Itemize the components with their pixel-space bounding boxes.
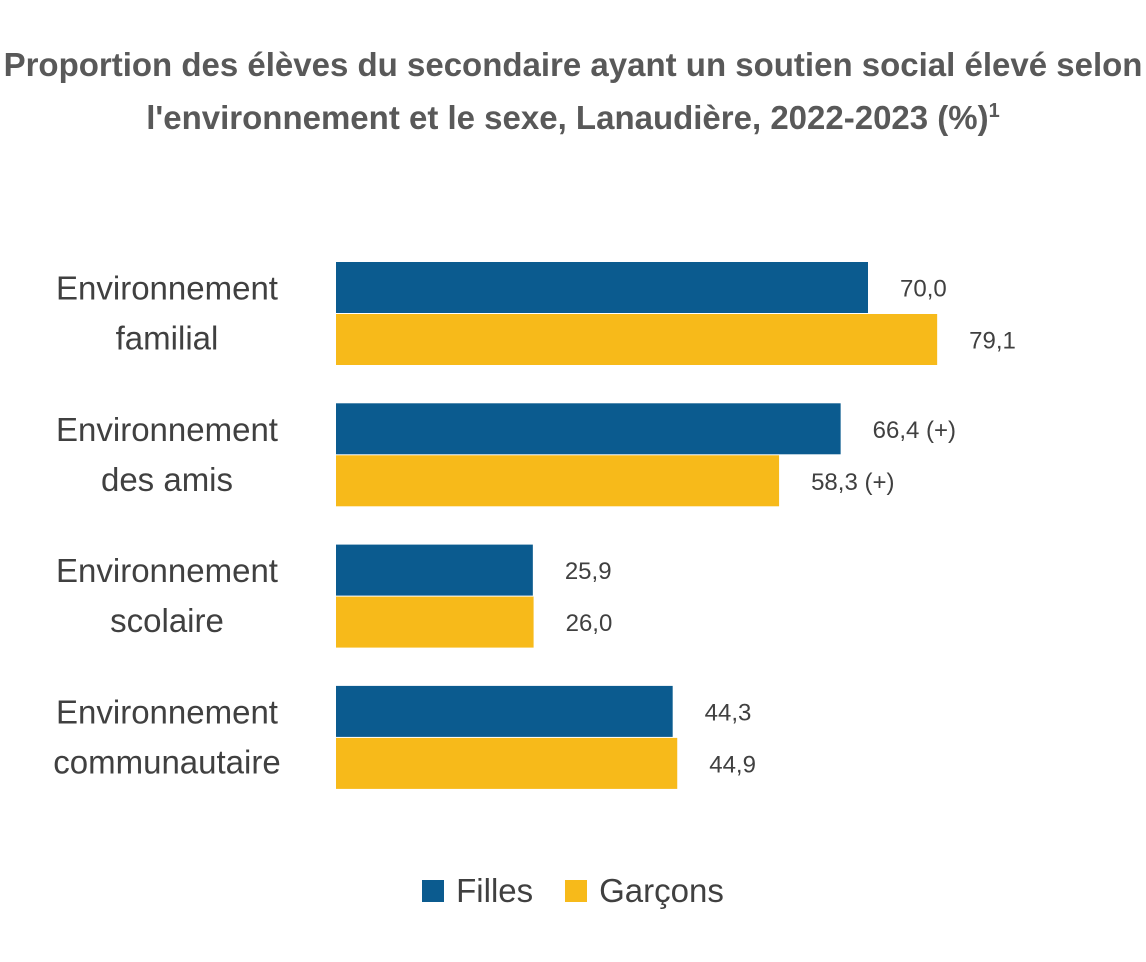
bar-garcons-2 xyxy=(336,596,534,648)
category-label-0-1: familial xyxy=(116,320,219,357)
data-label-filles-3: 44,3 xyxy=(705,699,752,726)
category-label-2-1: scolaire xyxy=(110,602,224,639)
legend-item-garcons: Garçons xyxy=(565,872,724,910)
labels-group: Environnement familial 70,0 79,1 Environneme… xyxy=(53,270,1016,781)
data-label-filles-2: 25,9 xyxy=(565,558,612,585)
chart-title-text: Proportion des élèves du secondaire ayan… xyxy=(3,46,1143,136)
bar-filles-0 xyxy=(336,262,868,313)
category-label-1-1: des amis xyxy=(101,461,233,498)
category-label-1-0: Environnement xyxy=(56,411,278,448)
legend-item-filles: Filles xyxy=(422,872,533,910)
bar-garcons-1 xyxy=(336,455,780,507)
title-footnote: 1 xyxy=(988,100,1000,122)
category-label-3-1: communautaire xyxy=(53,743,280,780)
bar-garcons-3 xyxy=(336,737,678,789)
legend-label-filles: Filles xyxy=(456,872,534,909)
data-label-filles-0: 70,0 xyxy=(900,276,947,303)
data-label-filles-1: 66,4 (+) xyxy=(873,417,956,444)
bar-filles-3 xyxy=(336,685,673,737)
legend-swatch-filles xyxy=(422,880,445,902)
bar-garcons-0 xyxy=(336,314,938,365)
data-label-garcons-2: 26,0 xyxy=(566,610,613,637)
chart-title: Proportion des élèves du secondaire ayan… xyxy=(0,38,1146,144)
category-label-3-0: Environnement xyxy=(56,693,278,730)
category-label-2-0: Environnement xyxy=(56,552,278,589)
data-label-garcons-1: 58,3 (+) xyxy=(811,469,894,496)
bar-filles-2 xyxy=(336,544,533,596)
bars-group xyxy=(336,262,938,789)
data-label-garcons-3: 44,9 xyxy=(709,751,756,778)
legend-swatch-garcons xyxy=(565,880,588,902)
legend-label-garcons: Garçons xyxy=(599,872,724,909)
bar-filles-1 xyxy=(336,403,841,455)
legend: Filles Garçons xyxy=(0,872,1146,910)
data-label-garcons-0: 79,1 xyxy=(969,328,1016,355)
category-label-0-0: Environnement xyxy=(56,270,278,307)
